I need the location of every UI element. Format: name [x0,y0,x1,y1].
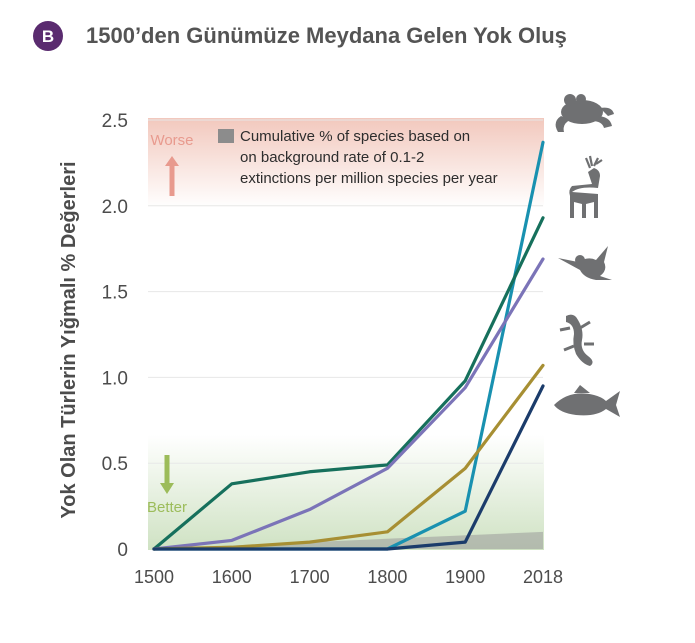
y-tick-label-1: 0.5 [102,454,128,475]
series-line-hummingbird [152,257,545,551]
x-tick-label-1: 1600 [212,567,252,587]
frog-icon [555,94,614,132]
species-icons [554,94,620,417]
deer-icon [569,155,603,218]
better-arrow-icon [160,455,174,494]
legend: Cumulative % of species based on on back… [218,128,498,187]
better-indicator: Better [147,455,187,516]
worse-label: Worse [150,132,193,149]
worse-arrow-icon [165,156,179,196]
x-tick-label-2: 1700 [290,567,330,587]
series-lines [152,140,545,551]
legend-swatch [218,129,234,143]
y-tick-label-5: 2.5 [102,111,128,132]
lizard-icon [559,314,594,366]
better-label: Better [147,499,187,516]
fish-icon [554,385,620,417]
legend-line-3: extinctions per million species per year [240,170,498,187]
x-tick-label-5: 2018 [523,567,563,587]
y-axis-label: Yok Olan Türlerin Yığmalı % Değerleri [58,161,80,518]
panel-title: 1500’den Günümüze Meydana Gelen Yok Oluş [86,23,567,48]
y-tick-label-2: 1.0 [102,368,128,389]
x-axis-ticks: 1500 1600 1700 1800 1900 2018 [134,567,563,587]
panel-header: B 1500’den Günümüze Meydana Gelen Yok Ol… [33,21,567,51]
x-tick-label-3: 1800 [367,567,407,587]
gridlines [148,119,543,464]
panel-badge [33,21,63,51]
y-tick-label-3: 1.5 [102,283,128,304]
better-band [148,435,544,550]
legend-line-2: on background rate of 0.1-2 [240,149,424,166]
x-tick-label-4: 1900 [445,567,485,587]
hummingbird-icon [558,246,612,280]
y-tick-label-4: 2.0 [102,197,128,218]
worse-band [148,118,544,208]
y-tick-label-0: 0 [117,540,128,561]
series-line-deer [152,216,545,551]
worse-indicator: Worse [150,132,194,196]
y-axis-ticks: 0 0.5 1.0 1.5 2.0 2.5 [102,111,128,561]
series-line-fish [152,384,545,551]
plot-background [148,118,544,550]
panel-badge-label: B [42,27,54,46]
legend-line-1: Cumulative % of species based on [240,128,470,145]
x-tick-label-0: 1500 [134,567,174,587]
